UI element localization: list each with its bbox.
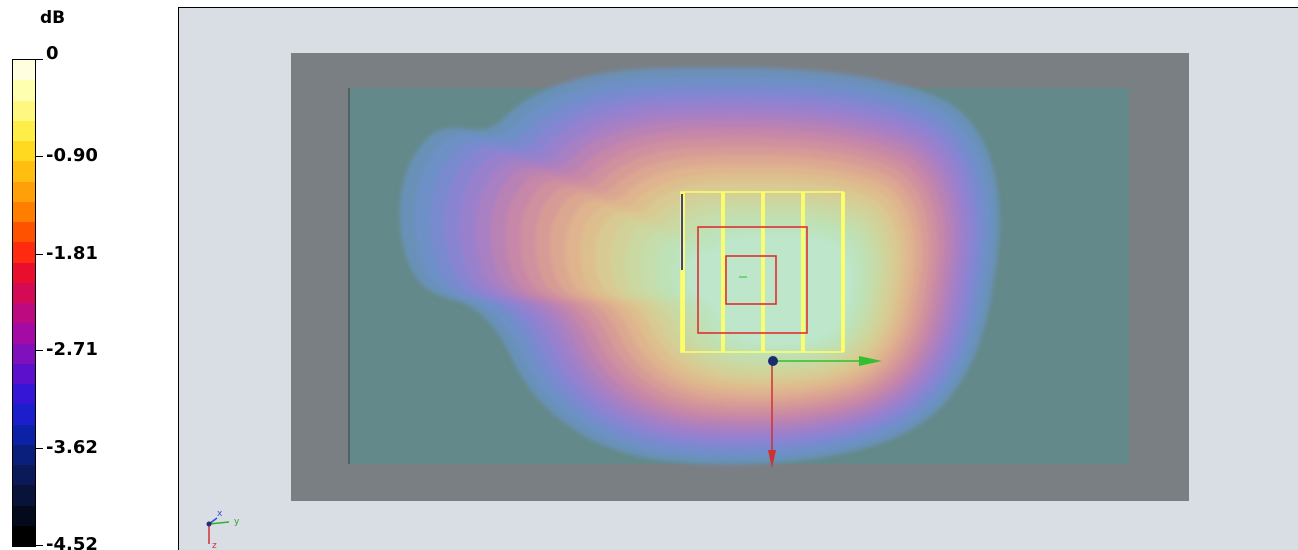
- colorbar-segment: [13, 181, 35, 202]
- port-inner-rect[interactable]: [725, 255, 777, 305]
- triad-y-axis: [208, 521, 230, 525]
- port-outer-rect[interactable]: [697, 226, 808, 334]
- coordinate-axes: [768, 356, 882, 468]
- colorbar-segment: [13, 444, 35, 465]
- legend-tick-mark: [36, 155, 43, 157]
- triad-x-label: x: [217, 509, 223, 519]
- colorbar-segment: [13, 141, 35, 162]
- colorbar-segment: [13, 242, 35, 263]
- patch-strip: [761, 192, 765, 352]
- colorbar-segment: [13, 120, 35, 141]
- colorbar-segment: [13, 303, 35, 324]
- patch-antenna[interactable]: [680, 191, 845, 353]
- patch-strip: [841, 192, 845, 352]
- origin-point[interactable]: [768, 356, 778, 366]
- legend-tick-label: -1.81: [46, 242, 98, 264]
- colorbar-segment: [13, 505, 35, 526]
- patch-strip: [681, 192, 685, 352]
- colorbar-segment: [13, 384, 35, 405]
- axis-y-arrowhead: [859, 356, 882, 366]
- legend-tick-label: -0.90: [46, 144, 98, 166]
- field-contour: [685, 234, 854, 346]
- 3d-viewport[interactable]: y x z: [178, 7, 1298, 550]
- triad-y-label: y: [234, 517, 240, 527]
- legend-tick-mark: [36, 253, 43, 255]
- legend-tick-label: -2.71: [46, 339, 98, 361]
- colorbar-segment: [13, 424, 35, 445]
- colorbar-segment: [13, 282, 35, 303]
- colorbar-segment: [13, 323, 35, 344]
- legend-tick-label: -4.52: [46, 534, 98, 550]
- colorbar-segment: [13, 485, 35, 506]
- colorbar-segment: [13, 201, 35, 222]
- legend-tick-mark: [36, 59, 43, 60]
- colorbar-segment: [13, 161, 35, 182]
- orientation-triad[interactable]: y x z: [206, 509, 241, 550]
- colorbar-segment: [13, 222, 35, 243]
- patch-strip: [801, 192, 805, 352]
- colorbar-segment: [13, 343, 35, 364]
- colorbar: [12, 59, 36, 547]
- legend-tick-mark: [36, 448, 43, 450]
- colorbar-segment: [13, 525, 35, 546]
- legend-tick-label: 0: [46, 43, 59, 64]
- triad-z-label: z: [212, 541, 217, 550]
- patch-strip: [721, 192, 725, 352]
- colorbar-segment: [13, 60, 35, 81]
- colorbar-segment: [13, 80, 35, 101]
- legend-unit-label: dB: [40, 8, 66, 28]
- legend-tick-mark: [36, 350, 43, 352]
- colorbar-segment: [13, 404, 35, 425]
- legend-tick-label: -3.62: [46, 437, 98, 459]
- axis-z-arrowhead: [768, 450, 776, 468]
- colorbar-segment: [13, 465, 35, 486]
- colorbar-segment: [13, 100, 35, 121]
- triad-origin: [206, 521, 212, 527]
- colorbar-segment: [13, 363, 35, 384]
- scene-canvas[interactable]: y x z: [179, 8, 1298, 550]
- legend-tick-mark: [36, 545, 43, 546]
- colorbar-segment: [13, 262, 35, 283]
- color-legend: dB 0 -0.90 -1.81 -2.71 -3.62 -4.52: [0, 0, 178, 550]
- patch-strips: [681, 192, 845, 352]
